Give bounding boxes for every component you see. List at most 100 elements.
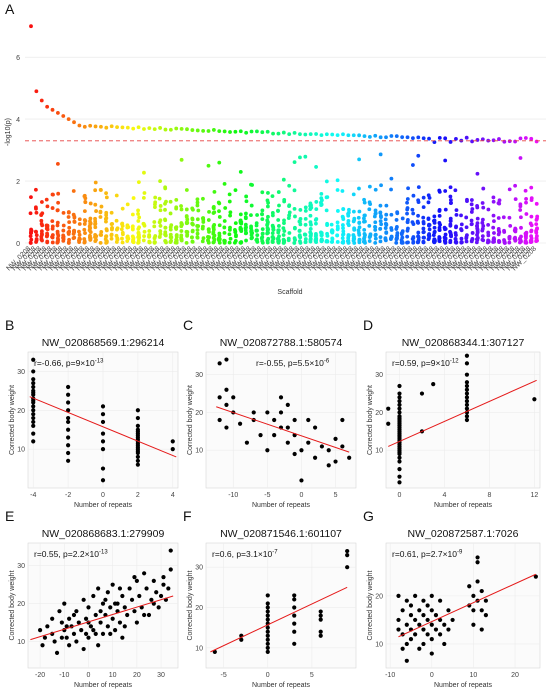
- data-point: [135, 415, 140, 421]
- snp-point: [448, 216, 453, 221]
- snp-point: [196, 208, 201, 213]
- snp-point: [45, 234, 49, 239]
- data-point: [450, 617, 455, 623]
- chart-title: NW_020868344.1:307127: [402, 337, 525, 349]
- snp-point: [184, 229, 189, 234]
- snp-point: [357, 186, 361, 191]
- snp-point: [432, 225, 437, 230]
- snp-point: [308, 237, 313, 241]
- snp-point: [475, 232, 479, 237]
- scaffold-54: [313, 132, 319, 245]
- snp-point: [99, 204, 104, 209]
- top-snp-point: [265, 129, 270, 134]
- snp-point: [217, 160, 222, 165]
- snp-point: [28, 211, 33, 216]
- snp-point: [502, 238, 506, 242]
- data-point: [285, 440, 290, 445]
- scaffold-36: [216, 129, 222, 245]
- snp-point: [287, 213, 292, 218]
- top-snp-point: [470, 139, 474, 144]
- snp-point: [352, 218, 356, 223]
- snp-point: [363, 213, 367, 218]
- data-point: [110, 582, 115, 587]
- top-snp-point: [115, 125, 119, 130]
- snp-point: [207, 229, 211, 234]
- snp-point: [362, 200, 367, 205]
- snp-point: [184, 188, 189, 192]
- snp-point: [394, 237, 399, 242]
- regression-line: [30, 595, 174, 641]
- data-point: [135, 423, 140, 428]
- data-point: [464, 380, 470, 385]
- data-point: [239, 637, 244, 642]
- data-point: [66, 427, 71, 432]
- data-point: [326, 448, 331, 453]
- x-tick-label: -5: [264, 492, 270, 499]
- data-point: [100, 404, 106, 409]
- snp-point: [211, 225, 216, 230]
- data-point: [421, 627, 426, 632]
- snp-point: [341, 215, 345, 220]
- snp-point: [39, 221, 44, 226]
- snp-point: [77, 217, 82, 222]
- scatter-chart-b: NW_020868569.1:296214 10 20 30 -4 -2 0 2 4 Number…: [9, 337, 179, 509]
- data-point: [31, 431, 36, 436]
- snp-point: [406, 186, 410, 191]
- snp-point: [239, 220, 244, 224]
- top-snp-point: [82, 124, 87, 129]
- snp-point: [88, 201, 93, 206]
- snp-point: [351, 209, 356, 214]
- snp-point: [191, 222, 195, 227]
- top-snp-point: [39, 98, 44, 103]
- snp-point: [34, 233, 39, 238]
- data-point: [397, 402, 402, 407]
- data-point: [386, 421, 391, 426]
- snp-point: [319, 238, 324, 243]
- snp-point: [303, 205, 308, 210]
- top-snp-point: [287, 132, 292, 137]
- data-point: [135, 450, 140, 456]
- snp-point: [217, 215, 222, 219]
- data-point: [292, 641, 297, 646]
- data-point: [67, 616, 72, 621]
- snp-point: [518, 208, 523, 212]
- data-point: [265, 410, 270, 415]
- data-point: [404, 641, 409, 647]
- snp-point: [373, 233, 378, 238]
- snp-point: [346, 223, 351, 228]
- snp-point: [303, 208, 308, 213]
- data-point: [66, 415, 71, 421]
- data-point: [31, 412, 36, 417]
- snp-point: [153, 205, 157, 210]
- stat-annotation: r=-0.55, p=5.5×10-6: [256, 358, 330, 368]
- scaffold-88: [496, 137, 502, 245]
- snp-point: [276, 218, 281, 222]
- y-tick-label: 6: [16, 55, 20, 62]
- top-snp-point: [211, 128, 216, 132]
- snp-point: [61, 238, 66, 243]
- chart-layer: 0246NW_0208NW_0208NW_0208NW_0208NW_0208N…: [5, 20, 546, 689]
- top-snp-point: [362, 134, 367, 139]
- snp-point: [287, 210, 292, 215]
- snp-point: [136, 219, 141, 223]
- snp-point: [93, 180, 98, 185]
- top-snp-point: [34, 89, 39, 94]
- snp-point: [535, 234, 539, 238]
- snp-point: [233, 229, 238, 234]
- top-snp-point: [513, 139, 518, 144]
- scaffold-6: [55, 111, 61, 245]
- data-point: [464, 361, 470, 366]
- snp-point: [270, 231, 275, 236]
- data-point: [31, 357, 36, 362]
- data-point: [170, 439, 175, 444]
- snp-point: [211, 211, 216, 215]
- snp-point: [292, 241, 297, 245]
- snp-point: [157, 220, 162, 225]
- snp-point: [120, 224, 125, 228]
- snp-point: [174, 197, 179, 202]
- data-point: [100, 478, 106, 483]
- snp-point: [464, 215, 469, 220]
- snp-point: [459, 213, 463, 218]
- snp-point: [200, 226, 205, 231]
- snp-point: [260, 208, 265, 213]
